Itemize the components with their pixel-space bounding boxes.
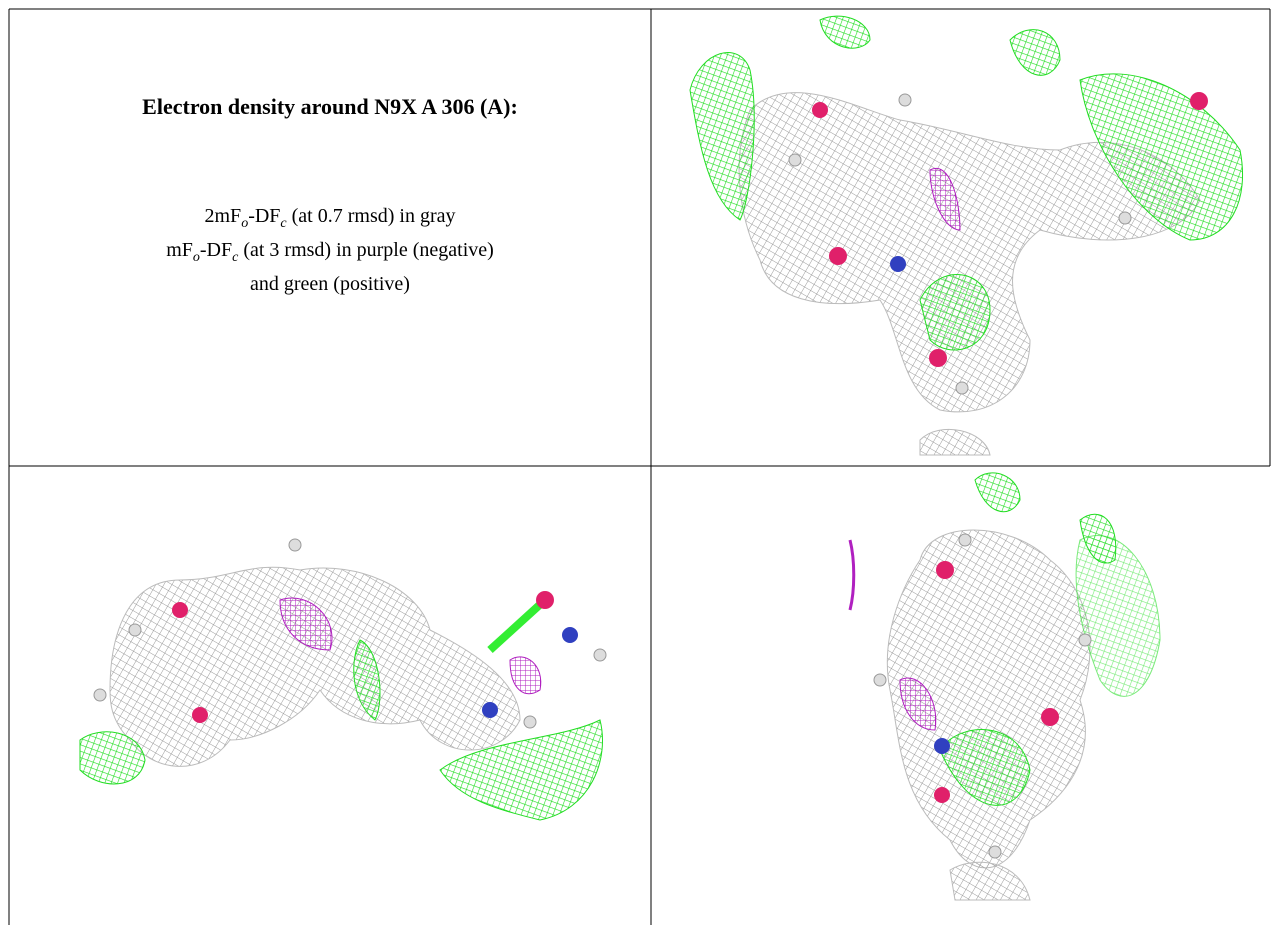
subscript: o	[241, 216, 249, 231]
text: and green (positive)	[250, 273, 410, 295]
density-view-bottom-right	[848, 472, 1161, 901]
legend-text: 2mFo-DFc (at 0.7 rmsd) in gray mFo-DFc (…	[9, 203, 651, 298]
text: mF	[166, 239, 193, 261]
table-borders	[8, 8, 1271, 925]
subscript: c	[232, 250, 239, 265]
subscript: c	[280, 216, 287, 231]
text: -DF	[248, 205, 281, 227]
caption-title: Electron density around N9X A 306 (A):	[142, 94, 518, 119]
subscript: o	[192, 250, 200, 265]
text: -DF	[199, 239, 233, 261]
density-view-top-right	[689, 15, 1244, 456]
text: (at 0.7 rmsd) in gray	[286, 205, 456, 227]
text: 2mF	[204, 205, 242, 227]
legend-line: mFo-DFc (at 3 rmsd) in purple (negative)	[9, 237, 651, 271]
legend-line: and green (positive)	[9, 271, 651, 298]
legend-line: 2mFo-DFc (at 0.7 rmsd) in gray	[9, 203, 651, 237]
density-view-bottom-left	[79, 538, 607, 821]
text: (at 3 rmsd) in purple (negative)	[238, 239, 494, 261]
